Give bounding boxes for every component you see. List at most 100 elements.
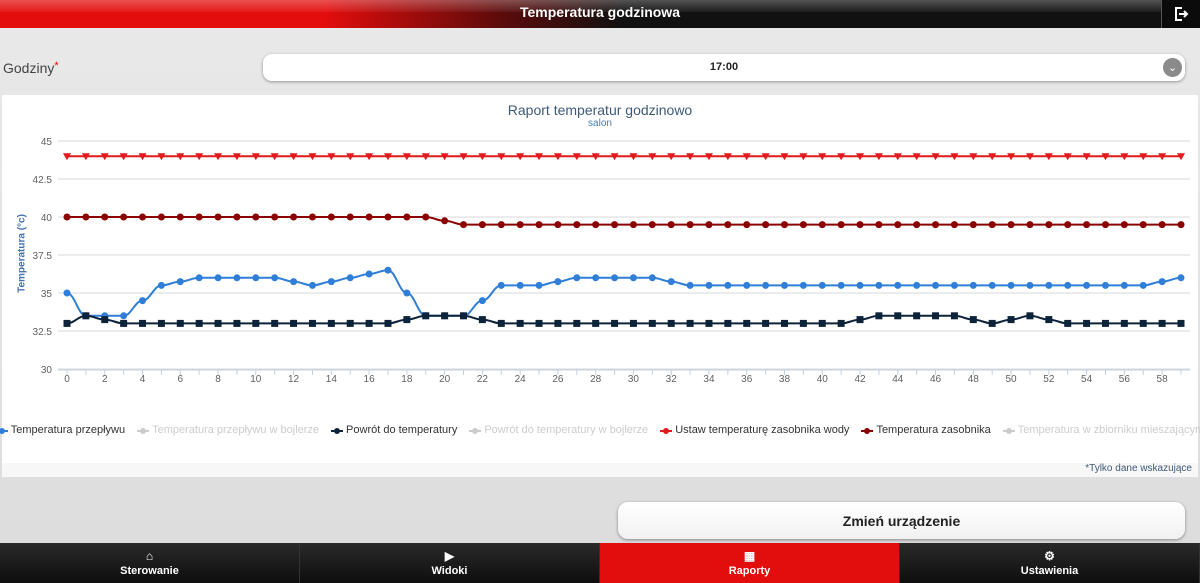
data-point-temperatura-zasobnika xyxy=(1139,221,1147,229)
legend-item-powro-t-do-temperatury[interactable]: Powrót do temperatury xyxy=(331,424,457,436)
data-point-temperatura-zasobnika xyxy=(422,213,430,221)
nav-tab-sterowanie[interactable]: ⌂ Sterowanie xyxy=(0,543,300,583)
data-point-powro-t-do-temperatury xyxy=(592,319,600,327)
data-point-powro-t-do-temperatury xyxy=(1045,316,1053,324)
data-point-temperatura-zasobnika xyxy=(856,221,864,229)
x-tick-label: 48 xyxy=(968,374,980,385)
hours-select-value: 17:00 xyxy=(709,61,739,73)
data-point-ustaw-temperature-zasobnika-wody xyxy=(1139,153,1148,161)
data-point-temperatura-zasobnika xyxy=(403,213,411,221)
data-point-temperatura-zasobnika xyxy=(327,213,335,221)
nav-label: Sterowanie xyxy=(120,564,179,577)
data-point-temperatura-przep-ywu xyxy=(969,281,977,289)
data-point-ustaw-temperature-zasobnika-wody xyxy=(1120,153,1129,161)
hours-select[interactable]: 17:00 ⌄ xyxy=(263,54,1185,81)
legend-label: Temperatura przepływu w bojlerze xyxy=(152,424,320,436)
data-point-ustaw-temperature-zasobnika-wody xyxy=(232,153,241,161)
data-point-temperatura-przep-ywu xyxy=(724,281,732,289)
data-point-ustaw-temperature-zasobnika-wody xyxy=(837,153,846,161)
data-point-ustaw-temperature-zasobnika-wody xyxy=(893,153,902,161)
data-point-ustaw-temperature-zasobnika-wody xyxy=(629,153,638,161)
data-point-powro-t-do-temperatury xyxy=(667,319,675,327)
data-point-temperatura-zasobnika xyxy=(365,213,373,221)
data-point-ustaw-temperature-zasobnika-wody xyxy=(176,153,185,161)
data-point-ustaw-temperature-zasobnika-wody xyxy=(667,153,676,161)
nav-tab-ustawienia[interactable]: ⚙ Ustawienia xyxy=(900,543,1200,583)
data-point-ustaw-temperature-zasobnika-wody xyxy=(1044,153,1053,161)
data-point-temperatura-zasobnika xyxy=(497,221,505,229)
data-point-temperatura-przep-ywu xyxy=(837,281,845,289)
data-point-powro-t-do-temperatury xyxy=(950,312,958,320)
home-icon: ⌂ xyxy=(145,548,154,563)
legend-item-ustaw-temperature-zasobnika-wody[interactable]: Ustaw temperaturę zasobnika wody xyxy=(660,424,849,436)
data-point-temperatura-przep-ywu xyxy=(743,281,751,289)
page-title: Temperatura godzinowa xyxy=(520,4,680,20)
data-point-ustaw-temperature-zasobnika-wody xyxy=(346,153,355,161)
data-point-powro-t-do-temperatury xyxy=(932,312,940,320)
data-point-ustaw-temperature-zasobnika-wody xyxy=(63,153,71,161)
data-point-temperatura-przep-ywu xyxy=(1026,281,1034,289)
data-point-powro-t-do-temperatury xyxy=(837,319,845,327)
data-point-temperatura-zasobnika xyxy=(648,221,656,229)
data-point-temperatura-przep-ywu xyxy=(139,297,147,305)
data-point-temperatura-przep-ywu xyxy=(516,281,524,289)
data-point-temperatura-przep-ywu xyxy=(365,270,373,278)
legend-item-temperatura-w-zbiorniku-mieszaja-cym[interactable]: Temperatura w zbiorniku mieszającym xyxy=(1002,424,1200,436)
x-tick-label: 32 xyxy=(666,374,678,385)
data-point-ustaw-temperature-zasobnika-wody xyxy=(214,153,223,161)
y-tick-label: 37.5 xyxy=(33,251,53,262)
legend-item-temperatura-zasobnika[interactable]: Temperatura zasobnika xyxy=(861,424,991,436)
data-point-powro-t-do-temperatury xyxy=(422,312,430,320)
x-tick-label: 46 xyxy=(930,374,942,385)
data-point-ustaw-temperature-zasobnika-wody xyxy=(402,153,411,161)
data-point-ustaw-temperature-zasobnika-wody xyxy=(780,153,789,161)
data-point-powro-t-do-temperatury xyxy=(120,319,128,327)
data-point-ustaw-temperature-zasobnika-wody xyxy=(1158,153,1167,161)
data-point-temperatura-przep-ywu xyxy=(1101,281,1109,289)
data-point-powro-t-do-temperatury xyxy=(856,316,864,324)
legend-label: Temperatura w zbiorniku mieszającym xyxy=(1017,424,1200,436)
data-point-temperatura-zasobnika xyxy=(950,221,958,229)
data-point-temperatura-przep-ywu xyxy=(535,281,543,289)
data-point-ustaw-temperature-zasobnika-wody xyxy=(497,153,506,161)
data-point-powro-t-do-temperatury xyxy=(82,312,90,320)
nav-tab-raporty[interactable]: ▦ Raporty xyxy=(600,543,900,583)
chart-title: Raport temperatur godzinowo xyxy=(507,102,693,118)
data-point-temperatura-przep-ywu xyxy=(271,274,279,282)
data-point-temperatura-zasobnika xyxy=(157,213,165,221)
legend-item-temperatura-przep-ywu-w-bojlerze[interactable]: Temperatura przepływu w bojlerze xyxy=(137,424,319,436)
data-point-ustaw-temperature-zasobnika-wody xyxy=(874,153,883,161)
nav-tab-widoki[interactable]: ▶ Widoki xyxy=(300,543,600,583)
data-point-temperatura-zasobnika xyxy=(214,213,222,221)
data-point-temperatura-zasobnika xyxy=(384,213,392,221)
hours-label: Godziny* xyxy=(3,60,59,76)
legend-item-powro-t-do-temperatury-w-bojlerze[interactable]: Powrót do temperatury w bojlerze xyxy=(469,424,648,436)
data-point-temperatura-przep-ywu xyxy=(686,281,694,289)
data-point-temperatura-zasobnika xyxy=(139,213,147,221)
data-point-temperatura-przep-ywu xyxy=(252,274,260,282)
data-point-ustaw-temperature-zasobnika-wody xyxy=(270,153,279,161)
data-point-temperatura-zasobnika xyxy=(252,213,260,221)
legend-item-temperatura-przep-ywu[interactable]: Temperatura przepływu xyxy=(0,424,125,436)
legend-marker-icon xyxy=(861,426,874,434)
data-point-temperatura-przep-ywu xyxy=(762,281,770,289)
y-tick-label: 45 xyxy=(41,137,53,148)
data-point-ustaw-temperature-zasobnika-wody xyxy=(591,153,600,161)
data-point-ustaw-temperature-zasobnika-wody xyxy=(119,153,128,161)
x-tick-label: 14 xyxy=(326,374,338,385)
data-point-temperatura-przep-ywu xyxy=(1158,278,1166,286)
change-device-button[interactable]: Zmień urządzenie xyxy=(618,502,1185,539)
x-tick-label: 0 xyxy=(64,374,70,385)
logout-button[interactable] xyxy=(1161,0,1200,28)
data-point-temperatura-przep-ywu xyxy=(497,281,505,289)
data-point-temperatura-przep-ywu xyxy=(1007,281,1015,289)
data-point-powro-t-do-temperatury xyxy=(308,319,316,327)
data-point-temperatura-przep-ywu xyxy=(799,281,807,289)
legend-label: Powrót do temperatury w bojlerze xyxy=(484,424,649,436)
data-point-ustaw-temperature-zasobnika-wody xyxy=(1025,153,1034,161)
data-point-temperatura-przep-ywu xyxy=(214,274,222,282)
data-point-temperatura-przep-ywu xyxy=(950,281,958,289)
data-point-temperatura-przep-ywu xyxy=(648,274,656,282)
data-point-temperatura-zasobnika xyxy=(988,221,996,229)
